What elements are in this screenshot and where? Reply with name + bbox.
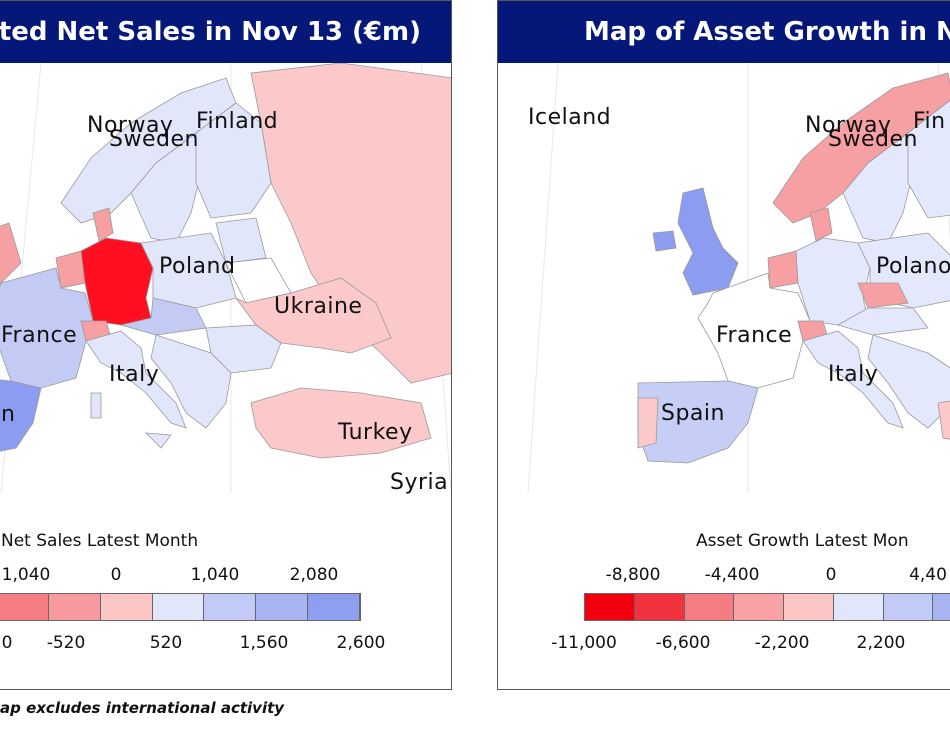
sweden-region bbox=[842, 132, 914, 244]
sardinia-region bbox=[90, 392, 102, 419]
legend-swatch bbox=[204, 594, 257, 620]
asset-growth-bottom-tick: -2,200 bbox=[754, 633, 810, 653]
label-sweden: Sweden bbox=[828, 127, 918, 152]
label-iceland: Iceland bbox=[528, 105, 612, 130]
label-sweden: Sweden bbox=[109, 127, 199, 152]
label-finland: Fin bbox=[913, 109, 946, 134]
net-sales-top-tick: 1,040 bbox=[1, 565, 51, 585]
legend-swatch bbox=[784, 594, 834, 620]
label-italy: Italy bbox=[828, 362, 879, 387]
sicily-region bbox=[144, 432, 172, 449]
legend-swatch bbox=[100, 594, 153, 620]
denmark-region bbox=[809, 207, 833, 242]
legend-swatch bbox=[152, 594, 205, 620]
germany-region bbox=[795, 237, 871, 326]
sweden-region bbox=[130, 132, 202, 244]
portugal-region bbox=[637, 397, 659, 449]
asset-growth-map-title-bar: Map of Asset Growth in No bbox=[498, 1, 950, 63]
net-sales-legend-title: Net Sales Latest Month bbox=[1, 531, 199, 551]
italy-region bbox=[85, 330, 187, 429]
label-finland: Finland bbox=[196, 109, 279, 134]
label-france: France bbox=[716, 323, 793, 348]
germany-region bbox=[80, 237, 154, 326]
legend-swatch bbox=[0, 594, 49, 620]
turkey-region bbox=[250, 387, 432, 459]
poland-region bbox=[140, 232, 237, 309]
net-sales-top-tick: 2,080 bbox=[289, 565, 339, 585]
denmark-region bbox=[92, 207, 114, 242]
asset-growth-map-panel: Map of Asset Growth in No bbox=[497, 0, 950, 690]
label-norway: Norway bbox=[87, 113, 174, 138]
italy-region bbox=[802, 330, 904, 429]
net-sales-map: Norway Sweden Finland Poland Ukraine Fra… bbox=[0, 63, 451, 495]
asset-growth-map-title: Map of Asset Growth in No bbox=[584, 17, 950, 47]
asset-growth-top-tick: -8,800 bbox=[605, 565, 661, 585]
asset-growth-bottom-tick: -11,000 bbox=[551, 633, 617, 653]
net-sales-top-tick: 0 bbox=[110, 565, 122, 585]
legend-swatch bbox=[883, 594, 934, 620]
label-spain: Spain bbox=[661, 401, 725, 426]
label-italy: Italy bbox=[109, 362, 160, 387]
france-region bbox=[697, 272, 811, 389]
finland-region bbox=[907, 99, 950, 219]
net-sales-bottom-tick: -520 bbox=[46, 633, 86, 653]
label-ukraine: Ukraine bbox=[274, 294, 363, 319]
central-europe-region bbox=[836, 307, 929, 336]
benelux-region bbox=[55, 250, 86, 289]
asset-growth-map: Iceland Norway Sweden Fin Polano France … bbox=[498, 63, 950, 493]
net-sales-bottom-tick: 520 bbox=[149, 633, 183, 653]
legend-swatch bbox=[585, 594, 635, 620]
asset-growth-legend-title: Asset Growth Latest Mon bbox=[696, 531, 909, 551]
legend-swatch bbox=[933, 594, 950, 620]
net-sales-bottom-tick: 1,560 bbox=[239, 633, 289, 653]
label-spain-partial: n bbox=[1, 402, 16, 427]
balkans-region bbox=[867, 334, 950, 429]
legend-swatch bbox=[634, 594, 685, 620]
net-sales-map-svg bbox=[0, 63, 451, 493]
net-sales-map-title: ated Net Sales in Nov 13 (€m) bbox=[0, 17, 421, 47]
label-france: France bbox=[1, 323, 78, 348]
uk-region bbox=[677, 187, 739, 296]
label-syria: Syria bbox=[390, 470, 449, 495]
asset-growth-map-svg bbox=[527, 63, 950, 493]
asset-growth-bottom-tick: -6,600 bbox=[655, 633, 711, 653]
net-sales-map-panel: ated Net Sales in Nov 13 (€m) bbox=[0, 0, 452, 690]
label-poland: Polano bbox=[876, 254, 950, 279]
map-footnote: ap excludes international activity bbox=[0, 699, 285, 717]
spain-region bbox=[0, 379, 42, 452]
net-sales-map-title-bar: ated Net Sales in Nov 13 (€m) bbox=[0, 1, 451, 63]
asset-growth-bottom-tick: 2,200 bbox=[856, 633, 906, 653]
asset-growth-top-tick: 4,40 bbox=[909, 565, 947, 585]
label-norway: Norway bbox=[805, 113, 892, 138]
finland-region bbox=[195, 102, 272, 219]
legend-swatch bbox=[734, 594, 784, 620]
label-poland: Poland bbox=[159, 254, 236, 279]
france-region bbox=[0, 267, 94, 389]
asset-growth-top-tick: 0 bbox=[825, 565, 837, 585]
greece-region bbox=[937, 400, 950, 440]
legend-swatch bbox=[308, 594, 361, 620]
legend-swatch bbox=[256, 594, 309, 620]
czech-region bbox=[857, 282, 909, 309]
asset-growth-legend-bar bbox=[584, 593, 950, 621]
legend-swatch bbox=[684, 594, 735, 620]
legend-swatch bbox=[833, 594, 884, 620]
legend-swatch bbox=[48, 594, 101, 620]
asset-growth-top-tick: -4,400 bbox=[704, 565, 760, 585]
net-sales-top-tick: 1,040 bbox=[190, 565, 240, 585]
ireland-region bbox=[652, 230, 677, 252]
net-sales-bottom-tick: 2,600 bbox=[336, 633, 386, 653]
balkans-region bbox=[150, 334, 232, 429]
benelux-region bbox=[767, 250, 799, 289]
label-turkey: Turkey bbox=[338, 420, 413, 445]
uk-region bbox=[0, 222, 22, 284]
net-sales-legend-bar bbox=[0, 593, 361, 621]
baltics-region bbox=[215, 217, 267, 264]
net-sales-bottom-tick: 0 bbox=[1, 633, 13, 653]
